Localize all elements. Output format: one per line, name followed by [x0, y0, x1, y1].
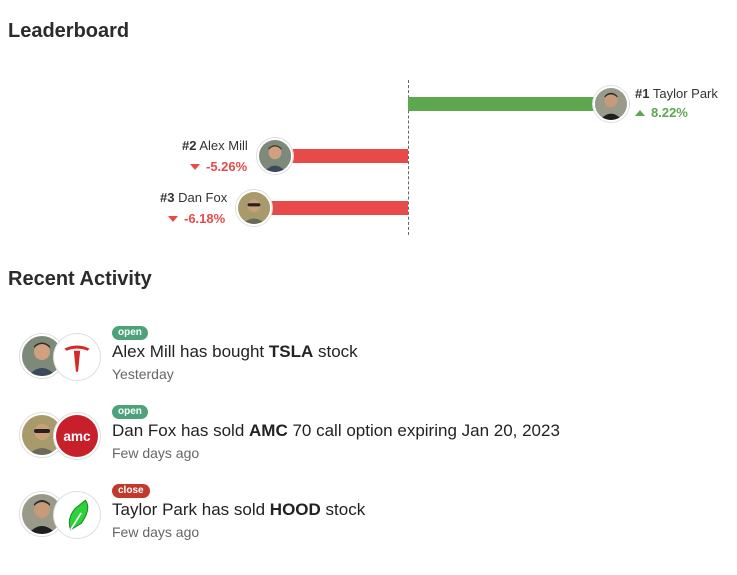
activity-time: Few days ago: [112, 524, 200, 540]
leader-1-change: 8.22%: [635, 105, 688, 120]
activity-text-post: 70 call option expiring Jan 20, 2023: [287, 421, 560, 440]
recent-activity-title: Recent Activity: [8, 268, 152, 290]
activity-item[interactable]: amc open Dan Fox has sold AMC 70 call op…: [0, 405, 737, 475]
activity-text: Taylor Park has sold HOOD stock: [112, 500, 365, 520]
activity-text-pre: Alex Mill has bought: [112, 342, 269, 361]
taylor-park-avatar[interactable]: [593, 86, 629, 122]
leader-3-rank: #3: [160, 190, 175, 205]
tesla-logo-icon: [54, 334, 100, 380]
arrow-down-icon: [168, 216, 178, 222]
status-badge: open: [112, 405, 148, 419]
status-badge: open: [112, 326, 148, 340]
amc-logo-icon: amc: [54, 413, 100, 459]
robinhood-logo-icon: [54, 492, 100, 538]
leader-3-change-value: -6.18%: [184, 211, 226, 226]
leader-2-name: Alex Mill: [199, 138, 248, 153]
activity-text: Alex Mill has bought TSLA stock: [112, 342, 358, 362]
activity-item[interactable]: open Alex Mill has bought TSLA stock Yes…: [0, 326, 737, 396]
activity-text-pre: Taylor Park has sold: [112, 500, 270, 519]
svg-text:amc: amc: [63, 429, 91, 444]
activity-ticker: AMC: [249, 421, 288, 440]
leader-2-change-value: -5.26%: [206, 159, 248, 174]
arrow-down-icon: [190, 164, 200, 170]
activity-text-post: stock: [320, 500, 366, 519]
activity-ticker: HOOD: [269, 500, 321, 519]
activity-item[interactable]: close Taylor Park has sold HOOD stock Fe…: [0, 484, 737, 554]
activity-text-pre: Dan Fox has sold: [112, 421, 250, 440]
leader-2-label: #2 Alex Mill: [182, 138, 248, 153]
activity-text-post: stock: [313, 342, 358, 361]
leader-3-name: Dan Fox: [178, 190, 228, 205]
leader-1-rank: #1: [635, 86, 650, 101]
activity-text: Dan Fox has sold AMC 70 call option expi…: [112, 421, 560, 441]
leader-2-change: -5.26%: [190, 159, 247, 174]
leader-2-rank: #2: [182, 138, 197, 153]
zero-axis-line: [408, 80, 409, 235]
bar-alex-mill: [288, 149, 408, 163]
leader-3-change: -6.18%: [168, 211, 225, 226]
alex-mill-avatar[interactable]: [257, 138, 293, 174]
dan-fox-avatar[interactable]: [236, 190, 272, 226]
bar-taylor-park: [408, 97, 598, 111]
activity-ticker: TSLA: [268, 342, 314, 361]
bar-dan-fox: [268, 201, 408, 215]
arrow-up-icon: [635, 110, 645, 116]
taylor-park-avatar: [20, 492, 64, 536]
leader-3-label: #3 Dan Fox: [160, 190, 227, 205]
activity-time: Few days ago: [112, 445, 200, 461]
leader-1-change-value: 8.22%: [651, 105, 688, 120]
leaderboard-chart: #1 Taylor Park 8.22% #2 Alex Mill -5.26%…: [0, 70, 737, 245]
activity-time: Yesterday: [112, 366, 174, 382]
status-badge: close: [112, 484, 150, 498]
leader-1-label: #1 Taylor Park: [635, 86, 718, 101]
leader-1-name: Taylor Park: [652, 86, 718, 101]
leaderboard-title: Leaderboard: [8, 20, 130, 42]
